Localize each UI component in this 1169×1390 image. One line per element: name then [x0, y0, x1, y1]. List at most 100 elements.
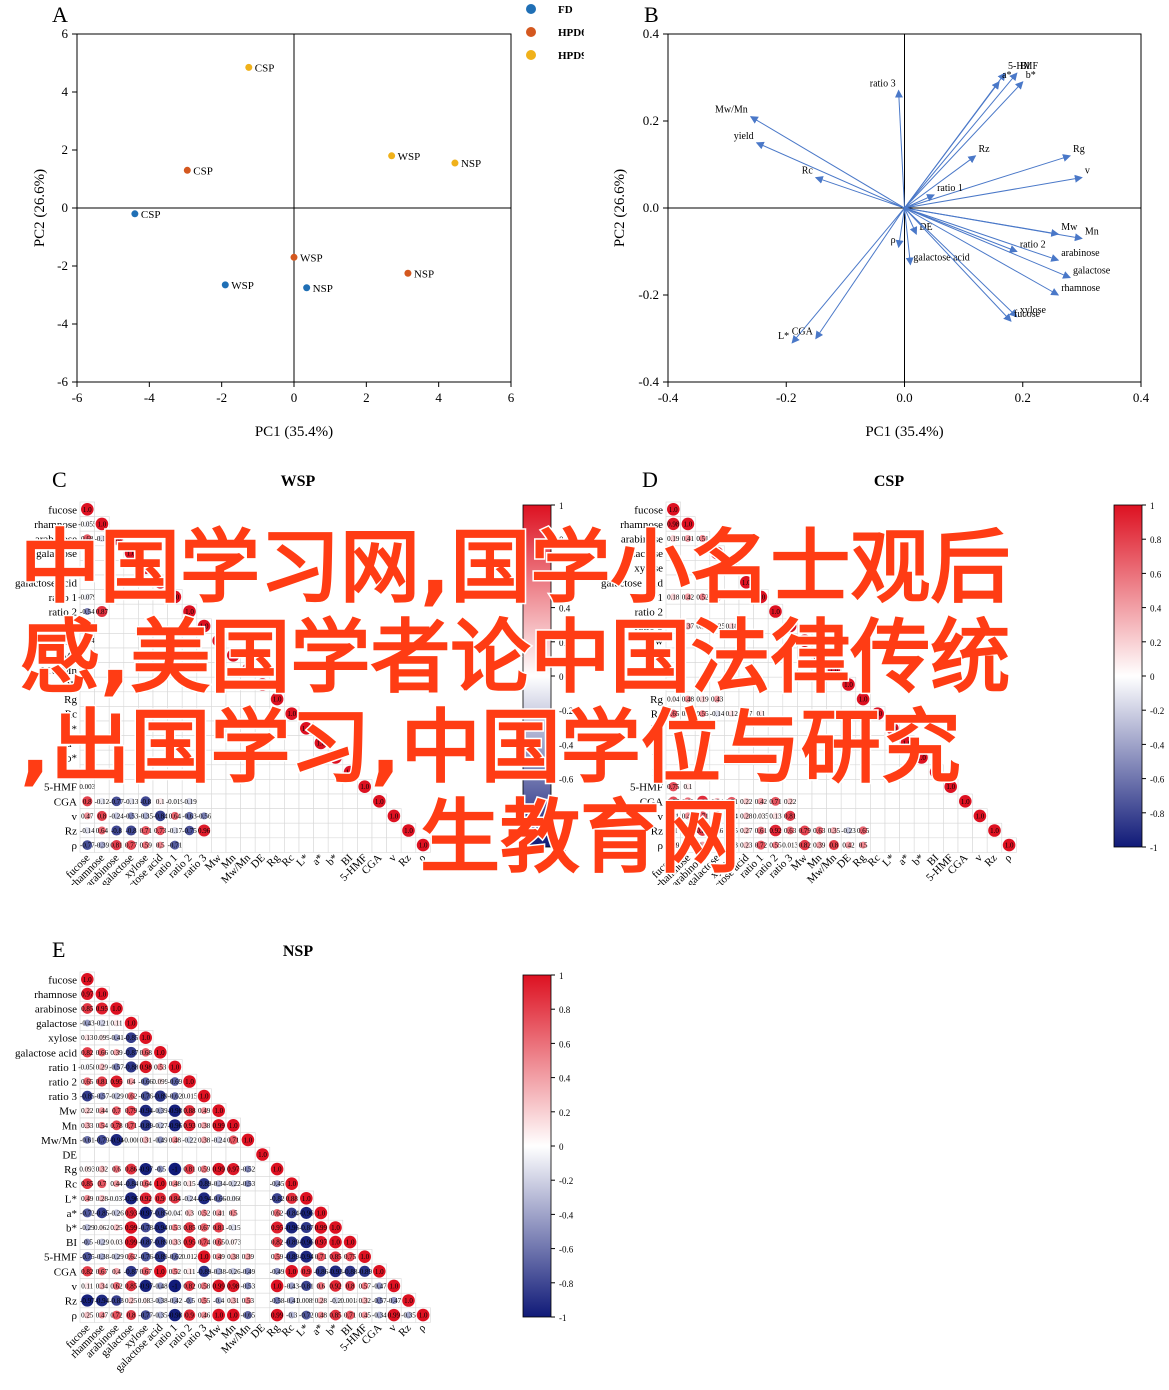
correlation-value: -0.89 [284, 1239, 299, 1247]
heatmap-cell [826, 706, 842, 722]
heatmap-cell [79, 574, 95, 590]
correlation-circle [200, 1209, 208, 1217]
correlation-circle [329, 1235, 342, 1249]
correlation-circle [227, 649, 240, 662]
row-label: a* [67, 1208, 77, 1220]
correlation-value: 1.0 [961, 798, 970, 806]
correlation-circle [154, 1177, 167, 1190]
x-axis-label: PC1 (35.4%) [865, 424, 943, 440]
correlation-circle [83, 783, 91, 791]
correlation-circle [756, 840, 766, 850]
correlation-value: 0.82 [799, 842, 812, 850]
correlation-value: 0.46 [682, 812, 695, 820]
correlation-value: -0.29 [80, 1224, 95, 1232]
correlation-value: 0.1 [684, 783, 693, 791]
correlation-value: -0.71 [168, 842, 183, 850]
correlation-circle [141, 1267, 150, 1276]
correlation-circle [171, 827, 179, 834]
correlation-value: 0.75 [682, 827, 695, 835]
correlation-circle [113, 812, 120, 820]
heatmap-cell [386, 837, 402, 853]
heatmap-cell [254, 837, 271, 853]
correlation-circle [270, 1162, 284, 1176]
correlation-circle [124, 1235, 138, 1249]
correlation-circle [156, 1282, 164, 1290]
row-label: L* [65, 1193, 77, 1205]
correlation-circle [402, 824, 415, 837]
correlation-value: -0.89 [357, 1268, 372, 1276]
heatmap-cell [254, 720, 271, 736]
heatmap-cell [254, 1234, 271, 1250]
correlation-value: 0.33 [667, 623, 680, 631]
heatmap-cell [211, 764, 227, 780]
heatmap-cell [709, 676, 725, 693]
correlation-value: -0.41 [109, 1034, 124, 1042]
heatmap-cell [870, 822, 886, 839]
correlation-circle [83, 637, 91, 645]
correlation-value: -0.4 [213, 1297, 225, 1305]
correlation-value: 0.75 [667, 783, 680, 791]
correlation-value: 0.19 [667, 535, 680, 543]
correlation-value: 1.0 [830, 666, 839, 674]
heatmap-cell [196, 647, 212, 663]
correlation-circle [783, 619, 797, 633]
correlation-circle [288, 1282, 296, 1290]
heatmap-cell [284, 779, 300, 795]
heatmap-cell [254, 735, 271, 751]
column-label: ρ [1002, 852, 1015, 865]
correlation-value: -0.89 [284, 1253, 299, 1261]
heatmap-cell [738, 618, 754, 634]
correlation-value: 0.59 [140, 842, 153, 850]
correlation-circle [244, 1180, 252, 1188]
correlation-value: 1.0 [419, 1312, 428, 1320]
scale-tick-label: 1 [1150, 501, 1155, 511]
loading-arrow [904, 81, 1000, 209]
correlation-circle [742, 812, 750, 820]
heatmap-cell [811, 749, 827, 766]
heatmap-cell [240, 1146, 256, 1163]
correlation-circle [784, 810, 796, 822]
heatmap-cell [738, 603, 754, 620]
scale-tick-label: -0.2 [559, 1176, 573, 1186]
correlation-value: -0.85 [95, 1209, 110, 1217]
correlation-value: 0.012 [182, 1253, 198, 1261]
heatmap-cell [797, 779, 813, 795]
correlation-value: 0.41 [213, 1209, 226, 1217]
heatmap-cell [167, 691, 183, 707]
heatmap-cell [240, 822, 256, 839]
correlation-circle [82, 796, 93, 807]
correlation-value: 1.0 [200, 1093, 209, 1101]
heatmap-cell [240, 793, 256, 809]
heatmap-cell [94, 735, 110, 751]
correlation-value: -0.94 [109, 1136, 124, 1144]
correlation-value: -0.43 [284, 1282, 299, 1290]
heatmap-cell [254, 706, 271, 722]
data-point-label: NSP [414, 268, 434, 280]
correlation-circle [387, 1279, 401, 1293]
heatmap-cell [665, 633, 681, 649]
heatmap-cell [152, 633, 168, 649]
correlation-value: 1.0 [185, 1078, 194, 1086]
correlation-circle [155, 810, 166, 822]
heatmap-cell [167, 676, 183, 693]
heatmap-cell [313, 749, 329, 766]
correlation-circle [97, 1179, 107, 1189]
correlation-circle [139, 561, 152, 574]
heatmap-cell [211, 706, 227, 722]
heatmap-cell [811, 735, 827, 751]
correlation-value: 0.11 [184, 1268, 196, 1276]
correlation-circle [186, 1297, 193, 1304]
correlation-value: 0.66 [96, 1049, 109, 1057]
correlation-circle [98, 797, 106, 805]
row-label: b* [66, 753, 77, 765]
correlation-circle [757, 797, 765, 805]
heatmap-cell [240, 779, 256, 795]
correlation-circle [799, 839, 810, 851]
heatmap-cell [694, 662, 711, 678]
correlation-value: -0.96 [284, 1224, 299, 1232]
correlation-circle [97, 1048, 107, 1057]
correlation-circle [98, 1019, 106, 1027]
correlation-value: 0.65 [667, 710, 680, 718]
heatmap-cell [855, 779, 871, 795]
correlation-value: -0.34 [80, 637, 95, 645]
